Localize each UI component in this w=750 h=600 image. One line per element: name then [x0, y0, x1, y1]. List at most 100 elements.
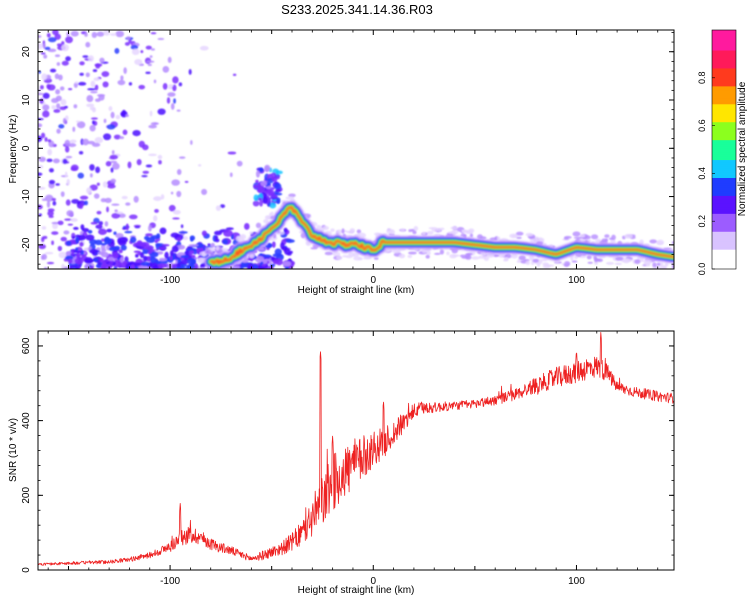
speckle-blob	[400, 228, 405, 232]
speckle-blob	[161, 243, 170, 247]
colorbar-cell	[712, 229, 736, 232]
speckle-blob	[38, 156, 46, 163]
speckle-blob	[199, 274, 207, 277]
colorbar-cell	[712, 103, 736, 107]
speckle-blob	[113, 266, 118, 269]
speckle-blob	[168, 204, 176, 212]
colorbar-cell	[712, 99, 736, 103]
colorbar-cell	[712, 75, 736, 79]
figure-title: S233.2025.341.14.36.R03	[281, 2, 433, 17]
speckle-blob	[84, 32, 88, 37]
speckle-blob	[436, 227, 442, 232]
speckle-blob	[154, 208, 159, 213]
colorbar-cell	[712, 53, 736, 57]
speckle-blob	[169, 250, 174, 257]
speckle-blob	[145, 164, 153, 168]
speckle-blob	[115, 30, 125, 38]
speckle-blob	[73, 226, 79, 230]
speckle-blob	[261, 263, 267, 267]
speckle-blob	[342, 255, 348, 258]
speckle-blob	[62, 117, 67, 124]
speckle-blob	[40, 132, 46, 139]
speckle-blob	[223, 229, 233, 237]
speckle-blob	[153, 122, 158, 125]
speckle-blob	[210, 274, 219, 278]
colorbar-cell	[712, 187, 736, 190]
speckle-blob	[120, 256, 124, 263]
colorbar-cell	[712, 209, 736, 212]
speckle-blob	[373, 257, 379, 260]
speckle-blob	[252, 200, 260, 207]
speckle-blob	[70, 166, 78, 172]
speckle-blob	[121, 195, 128, 200]
speckle-blob	[111, 203, 120, 206]
speckle-blob	[92, 257, 99, 262]
colorbar-axes: 0.0 0.2 0.4 0.6 0.8	[697, 72, 715, 275]
speckle-blob	[115, 233, 124, 239]
speckle-blob	[275, 231, 285, 236]
speckle-blob	[91, 31, 98, 38]
speckle-blob	[204, 275, 211, 280]
speckle-blob	[89, 239, 97, 245]
speckle-blob	[306, 215, 310, 219]
colorbar-cell	[712, 221, 736, 224]
speckle-blob	[511, 253, 518, 259]
speckle-blob	[58, 74, 63, 81]
snr-panel: -100 0 100 0 200 400 600 Height of straight li…	[8, 330, 675, 596]
colorbar-cell	[712, 213, 736, 216]
speckle-blob	[74, 257, 84, 265]
speckle-blob	[84, 200, 89, 206]
speckle-blob	[448, 231, 454, 234]
speckle-blob	[398, 253, 406, 259]
colorbar-cell	[712, 183, 736, 186]
colorbar-cell	[712, 81, 736, 85]
speckle-blob	[105, 264, 112, 269]
speckle-blob	[38, 35, 42, 38]
speckle-blob	[159, 227, 167, 235]
speckle-blob	[253, 194, 259, 202]
speckle-blob	[264, 215, 271, 220]
speckle-blob	[114, 209, 118, 213]
speckle-blob	[259, 253, 263, 257]
speckle-blob	[465, 254, 472, 260]
speckle-blob	[117, 79, 126, 86]
speckle-blob	[98, 228, 107, 235]
speckle-blob	[75, 236, 79, 244]
speckle-blob	[46, 200, 51, 208]
colorbar-cell	[712, 223, 736, 226]
speckle-blob	[431, 227, 438, 232]
colorbar-tick-label: 0.2	[697, 215, 707, 228]
speckle-blob	[111, 150, 115, 155]
colorbar-cell	[712, 101, 736, 105]
speckle-blob	[310, 247, 318, 250]
speckle-blob	[187, 257, 197, 265]
speckle-blob	[106, 228, 112, 233]
speckle-blob	[52, 158, 60, 164]
colorbar-cell	[712, 159, 736, 163]
colorbar-cell	[712, 111, 736, 115]
colorbar-cell	[712, 51, 736, 55]
speckle-blob	[604, 234, 610, 238]
speckle-blob	[124, 230, 133, 234]
speckle-blob	[271, 241, 276, 248]
spectrogram-frame	[37, 29, 675, 270]
colorbar-cell	[712, 185, 736, 188]
speckle-blob	[150, 48, 155, 51]
speckle-blob	[249, 231, 254, 235]
speckle-blob	[49, 68, 57, 73]
snr-series-line	[38, 332, 674, 566]
speckle-blob	[634, 259, 641, 265]
speckle-blob	[41, 253, 48, 260]
speckle-blob	[579, 234, 586, 238]
speckle-blob	[59, 86, 65, 91]
speckle-blob	[152, 264, 159, 269]
speckle-blob	[274, 182, 282, 190]
speckle-blob	[170, 103, 175, 110]
speckle-blob	[52, 201, 57, 206]
speckle-blob	[147, 63, 152, 66]
speckle-blob	[656, 241, 664, 246]
speckle-blob	[120, 75, 124, 81]
colorbar-cell	[712, 245, 736, 248]
speckle-blob	[108, 246, 116, 251]
speckle-blob	[69, 265, 78, 268]
